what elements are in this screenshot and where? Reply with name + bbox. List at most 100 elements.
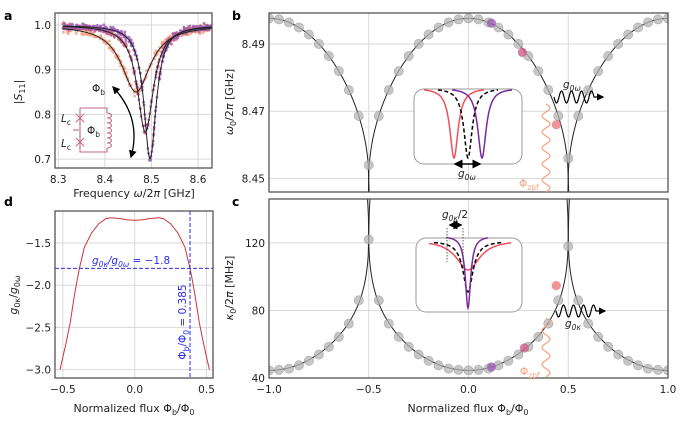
data-point	[613, 39, 624, 49]
data-point	[124, 41, 127, 45]
data-point	[503, 355, 514, 366]
data-point	[63, 22, 67, 26]
data-point	[192, 26, 196, 29]
data-point	[170, 42, 173, 46]
data-point	[88, 33, 92, 37]
data-point	[168, 34, 172, 38]
x-tick-label: 8.6	[190, 174, 207, 186]
x-tick-label: 1.0	[660, 384, 677, 396]
panel-d-grid	[55, 211, 213, 378]
panel-letter-b: b	[232, 8, 241, 23]
x-tick-label: 0.0	[126, 384, 143, 396]
data-point	[403, 341, 414, 352]
data-point	[153, 51, 157, 55]
data-point	[333, 331, 344, 342]
data-point	[393, 66, 404, 77]
data-point	[284, 17, 294, 28]
data-point	[433, 360, 444, 371]
y-tick-label: 0.9	[34, 65, 51, 77]
panel-d-plot	[55, 211, 213, 378]
data-point	[313, 39, 324, 49]
inset-reference-resonance	[437, 89, 499, 160]
data-point	[533, 331, 544, 342]
fit-curve	[62, 25, 212, 159]
data-point	[74, 31, 78, 35]
data-point	[603, 51, 614, 61]
data-point	[202, 21, 206, 25]
data-point	[453, 364, 464, 375]
data-point	[383, 85, 394, 95]
fit-curve	[566, 199, 668, 371]
y-tick-label: 1.0	[34, 20, 51, 32]
wave-c-label: g0κ	[565, 318, 581, 332]
data-point	[81, 22, 85, 26]
data-point	[443, 363, 454, 374]
data-point	[83, 32, 87, 36]
panel-a-ylabel: |S11|	[12, 80, 27, 105]
data-point	[643, 363, 653, 374]
highlighted-point	[519, 343, 529, 353]
highlighted-point	[551, 281, 561, 291]
data-point	[563, 241, 574, 252]
tick-labels: 8.3 8.4 8.5 8.6 0.7 0.8 0.9 1.0 8.45 8.47 8.49 −1.0…	[26, 20, 677, 396]
junction-inductance-bottom: Lc	[61, 138, 71, 152]
data-point	[473, 14, 484, 25]
inset-c-shift-label: g0κ/2	[442, 209, 468, 223]
data-point	[393, 331, 404, 342]
data-point	[333, 66, 344, 77]
x-tick-label: 0.0	[460, 384, 477, 396]
data-point	[413, 349, 424, 360]
y-tick-label: −2.0	[26, 280, 52, 292]
data-point	[363, 160, 374, 170]
junction-inductance-top: Lc	[61, 113, 71, 127]
data-point	[453, 14, 464, 25]
flux-sweep-arrow	[112, 86, 137, 159]
flux-arrow-label: Φb	[92, 83, 105, 97]
data-point	[133, 94, 137, 98]
data-point	[71, 22, 74, 26]
y-tick-label: 8.45	[242, 174, 265, 186]
data-point	[124, 38, 128, 42]
panel-c-frame	[268, 198, 669, 379]
data-point	[433, 22, 444, 33]
data-point	[205, 23, 209, 27]
y-tick-label: 8.49	[242, 39, 265, 51]
data-point	[493, 22, 504, 33]
data-point	[363, 234, 374, 245]
panel-letter-d: d	[4, 194, 13, 209]
data-point	[403, 51, 414, 61]
highlighted-point	[517, 47, 527, 57]
x-tick-label: 8.4	[96, 174, 113, 186]
data-point	[185, 32, 189, 36]
dispersive-coupling-wave-icon	[553, 90, 605, 104]
data-point	[663, 365, 668, 376]
panel-c-xlabel: Normalized flux Φb/Φ0	[408, 402, 529, 417]
panel-c-inset	[415, 237, 523, 313]
data-point	[353, 111, 364, 121]
y-tick-label: 8.47	[242, 106, 265, 118]
panel-b-inset-curves	[423, 89, 513, 160]
wave-b-label: g0ω	[563, 79, 581, 93]
data-point	[274, 14, 284, 25]
data-point	[269, 365, 274, 376]
data-point	[553, 295, 564, 306]
x-tick-label: −0.5	[356, 384, 382, 396]
data-point	[503, 29, 514, 40]
data-point	[188, 24, 192, 28]
data-point	[543, 85, 554, 95]
data-point	[284, 363, 294, 374]
data-point	[383, 318, 394, 329]
panel-b-plot	[269, 13, 668, 192]
y-tick-label: −1.5	[26, 238, 52, 250]
y-tick-label: 80	[252, 305, 265, 317]
data-point	[653, 14, 663, 25]
data-point	[303, 355, 314, 366]
data-point	[102, 23, 106, 27]
panel-b-inset	[413, 88, 523, 165]
zpf-flux-wave-icon	[541, 317, 551, 378]
data-point	[423, 29, 434, 40]
data-point	[185, 27, 188, 30]
data-point	[353, 295, 364, 306]
flux-annotation: Φb/Φ0 = 0.385	[177, 284, 191, 359]
highlighted-point	[551, 120, 561, 130]
